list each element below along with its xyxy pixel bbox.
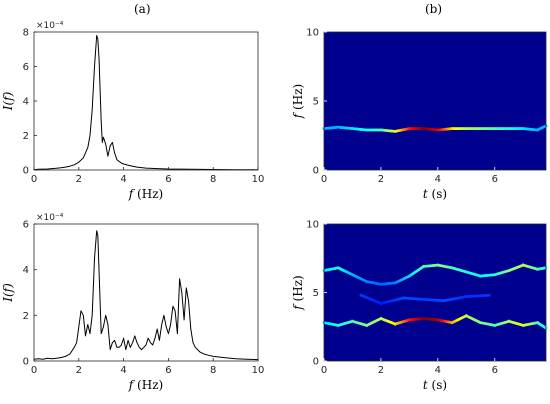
x-tick-label: 0 — [31, 174, 37, 185]
x-tick-label: 4 — [120, 365, 126, 376]
x-tick-label: 2 — [378, 365, 384, 376]
x-tick-label: 4 — [435, 174, 441, 185]
y-tick-label: 6 — [23, 62, 29, 73]
y-tick-label: 2 — [23, 131, 29, 142]
x-tick-label: 10 — [252, 365, 265, 376]
x-axis-label: f (Hz) — [128, 378, 163, 392]
y-tick-label: 0 — [313, 166, 319, 177]
y-axis-label: f (Hz) — [291, 275, 305, 310]
x-tick-label: 10 — [252, 174, 265, 185]
x-tick-label: 8 — [210, 365, 216, 376]
y-tick-label: 4 — [23, 265, 29, 276]
x-axis-label: t (s) — [423, 378, 447, 392]
x-tick-label: 6 — [492, 365, 498, 376]
x-tick-label: 0 — [321, 365, 327, 376]
heatmap-background — [324, 224, 546, 361]
x-tick-label: 2 — [76, 174, 82, 185]
y-tick-label: 10 — [306, 220, 319, 231]
x-tick-label: 4 — [435, 365, 441, 376]
y-tick-label: 6 — [23, 220, 29, 231]
y-tick-label: 0 — [313, 357, 319, 368]
y-tick-label: 10 — [306, 28, 319, 39]
plot-area — [34, 224, 258, 361]
y-tick-label: 5 — [313, 97, 319, 108]
x-tick-label: 6 — [165, 174, 171, 185]
chart-panel-3: 0 2 4 6 8 10 0 2 4 6 ×10⁻⁴ f (Hz) I(f) — [1, 213, 264, 392]
y-tick-label: 0 — [23, 357, 29, 368]
y-tick-label: 8 — [23, 28, 29, 39]
panel-label-a: (a) — [134, 2, 151, 16]
panel-label-b: (b) — [425, 2, 443, 16]
series-line — [33, 35, 258, 171]
x-tick-label: 2 — [378, 174, 384, 185]
x-tick-label: 6 — [165, 365, 171, 376]
x-axis-label: t (s) — [423, 187, 447, 201]
series-line — [33, 230, 259, 361]
x-tick-label: 6 — [492, 174, 498, 185]
x-axis-label: f (Hz) — [128, 187, 163, 201]
y-axis-label: I(f) — [1, 283, 15, 303]
heatmap-background — [324, 32, 546, 170]
x-tick-label: 2 — [76, 365, 82, 376]
chart-panel-1: 0 2 4 6 8 10 0 2 4 6 8 ×10⁻⁴ f (Hz) I(f) — [1, 21, 264, 201]
y-tick-label: 4 — [23, 97, 29, 108]
x-tick-label: 0 — [321, 174, 327, 185]
y-exponent-label: ×10⁻⁴ — [36, 213, 64, 223]
x-tick-label: 0 — [31, 365, 37, 376]
x-tick-label: 8 — [210, 174, 216, 185]
axes-frame — [33, 223, 259, 362]
y-tick-label: 2 — [23, 311, 29, 322]
plot-area — [34, 32, 258, 170]
y-exponent-label: ×10⁻⁴ — [36, 21, 64, 31]
y-axis-label: I(f) — [1, 91, 15, 111]
chart-panel-4: 0 2 4 6 0 5 10 t (s) f (Hz) — [291, 220, 548, 392]
chart-panel-2: 0 2 4 6 0 5 10 t (s) f (Hz) — [291, 28, 548, 201]
y-axis-label: f (Hz) — [291, 84, 305, 119]
y-tick-label: 5 — [313, 288, 319, 299]
y-tick-label: 0 — [23, 166, 29, 177]
x-tick-label: 4 — [120, 174, 126, 185]
